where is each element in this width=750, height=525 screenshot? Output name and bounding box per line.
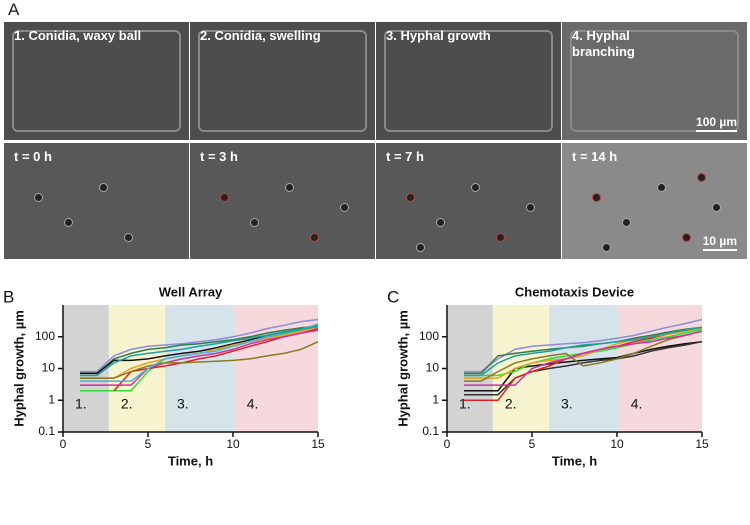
y-tick-label: 1 xyxy=(432,392,439,406)
cell-body xyxy=(34,193,43,202)
caption: 3. Hyphal growth xyxy=(386,28,491,43)
caption: t = 14 h xyxy=(572,149,618,164)
region-label: 4. xyxy=(631,396,643,412)
micrograph: t = 7 h xyxy=(376,143,561,259)
micrograph: 2. Conidia, swelling xyxy=(190,22,375,140)
y-axis-label: Hyphal growth, µm xyxy=(11,310,26,427)
cell-body xyxy=(416,243,425,252)
cell-body xyxy=(436,218,445,227)
panel-label: A xyxy=(8,0,20,19)
region xyxy=(618,305,702,432)
cell-body xyxy=(99,183,108,192)
series-line xyxy=(464,330,703,386)
y-tick-label: 0.1 xyxy=(38,424,55,438)
micrograph: 3. Hyphal growth xyxy=(376,22,561,140)
micrograph: t = 3 h xyxy=(190,143,375,259)
series-line xyxy=(80,329,319,386)
image-panel: A 1. Conidia, waxy ball 2. Conidia, swell… xyxy=(0,0,750,262)
cell-body xyxy=(124,233,133,242)
region xyxy=(165,305,235,432)
y-axis-label: Hyphal growth, µm xyxy=(395,310,410,427)
series-line xyxy=(80,318,319,373)
region-label: 1. xyxy=(75,396,87,412)
cell-body xyxy=(285,183,294,192)
region-label: 3. xyxy=(561,396,573,412)
cell-body xyxy=(602,243,611,252)
region xyxy=(549,305,619,432)
scale-bar: 100 µm xyxy=(696,115,737,132)
series-line xyxy=(464,340,703,396)
series-line xyxy=(80,341,319,379)
chart-title: Chemotaxis Device xyxy=(515,284,634,299)
region xyxy=(108,305,165,432)
x-tick-label: 10 xyxy=(226,437,240,451)
micrograph: 1. Conidia, waxy ball xyxy=(4,22,189,140)
cell-body xyxy=(406,193,415,202)
cell-body xyxy=(496,233,505,242)
y-tick-label: 0.1 xyxy=(422,424,439,438)
well-outline xyxy=(384,30,553,132)
chart-title: Well Array xyxy=(159,284,223,299)
y-tick-label: 100 xyxy=(419,329,439,343)
well-outline xyxy=(570,30,739,132)
x-tick-label: 15 xyxy=(695,437,709,451)
x-tick-label: 15 xyxy=(311,437,325,451)
cell-body xyxy=(682,233,691,242)
series-line xyxy=(464,340,703,392)
region-label: 2. xyxy=(121,396,133,412)
series-line xyxy=(464,330,703,382)
x-axis-label: Time, h xyxy=(168,453,213,468)
y-tick-label: 10 xyxy=(42,361,56,375)
caption: 1. Conidia, waxy ball xyxy=(14,28,142,43)
x-tick-label: 10 xyxy=(610,437,624,451)
caption: 2. Conidia, swelling xyxy=(200,28,321,43)
cell-body xyxy=(310,233,319,242)
cell-body xyxy=(471,183,480,192)
x-tick-label: 5 xyxy=(145,437,152,451)
cell-body xyxy=(250,218,259,227)
x-axis-label: Time, h xyxy=(552,453,597,468)
cell-body xyxy=(657,183,666,192)
series-line xyxy=(80,325,319,375)
cell-body xyxy=(697,173,706,182)
caption: t = 3 h xyxy=(200,149,238,164)
cell-body xyxy=(712,203,721,212)
cell-body xyxy=(592,193,601,202)
caption: t = 7 h xyxy=(386,149,424,164)
y-tick-label: 100 xyxy=(35,329,55,343)
well-outline xyxy=(12,30,181,132)
x-tick-label: 0 xyxy=(60,437,67,451)
series-line xyxy=(464,326,703,375)
region-label: 2. xyxy=(505,396,517,412)
y-tick-label: 1 xyxy=(48,392,55,406)
cell-body xyxy=(340,203,349,212)
cell-body xyxy=(64,218,73,227)
micrograph: t = 0 h xyxy=(4,143,189,259)
panel-label: C xyxy=(387,287,399,306)
cell-body xyxy=(526,203,535,212)
y-tick-label: 10 xyxy=(426,361,440,375)
well-outline xyxy=(198,30,367,132)
region xyxy=(234,305,318,432)
x-tick-label: 0 xyxy=(444,437,451,451)
x-tick-label: 5 xyxy=(529,437,536,451)
series-line xyxy=(464,326,703,377)
region-label: 1. xyxy=(459,396,471,412)
series-line xyxy=(80,325,319,377)
micrograph: 4. Hyphal branching 100 µm xyxy=(562,22,747,140)
region-label: 3. xyxy=(177,396,189,412)
caption: 4. Hyphal branching xyxy=(572,28,635,59)
scale-bar: 10 µm xyxy=(702,234,737,251)
cell-body xyxy=(220,193,229,202)
panel-label: B xyxy=(3,287,14,306)
cell-body xyxy=(622,218,631,227)
region-label: 4. xyxy=(247,396,259,412)
series-line xyxy=(80,323,319,382)
caption: t = 0 h xyxy=(14,149,52,164)
micrograph: t = 14 h 10 µm xyxy=(562,143,747,259)
